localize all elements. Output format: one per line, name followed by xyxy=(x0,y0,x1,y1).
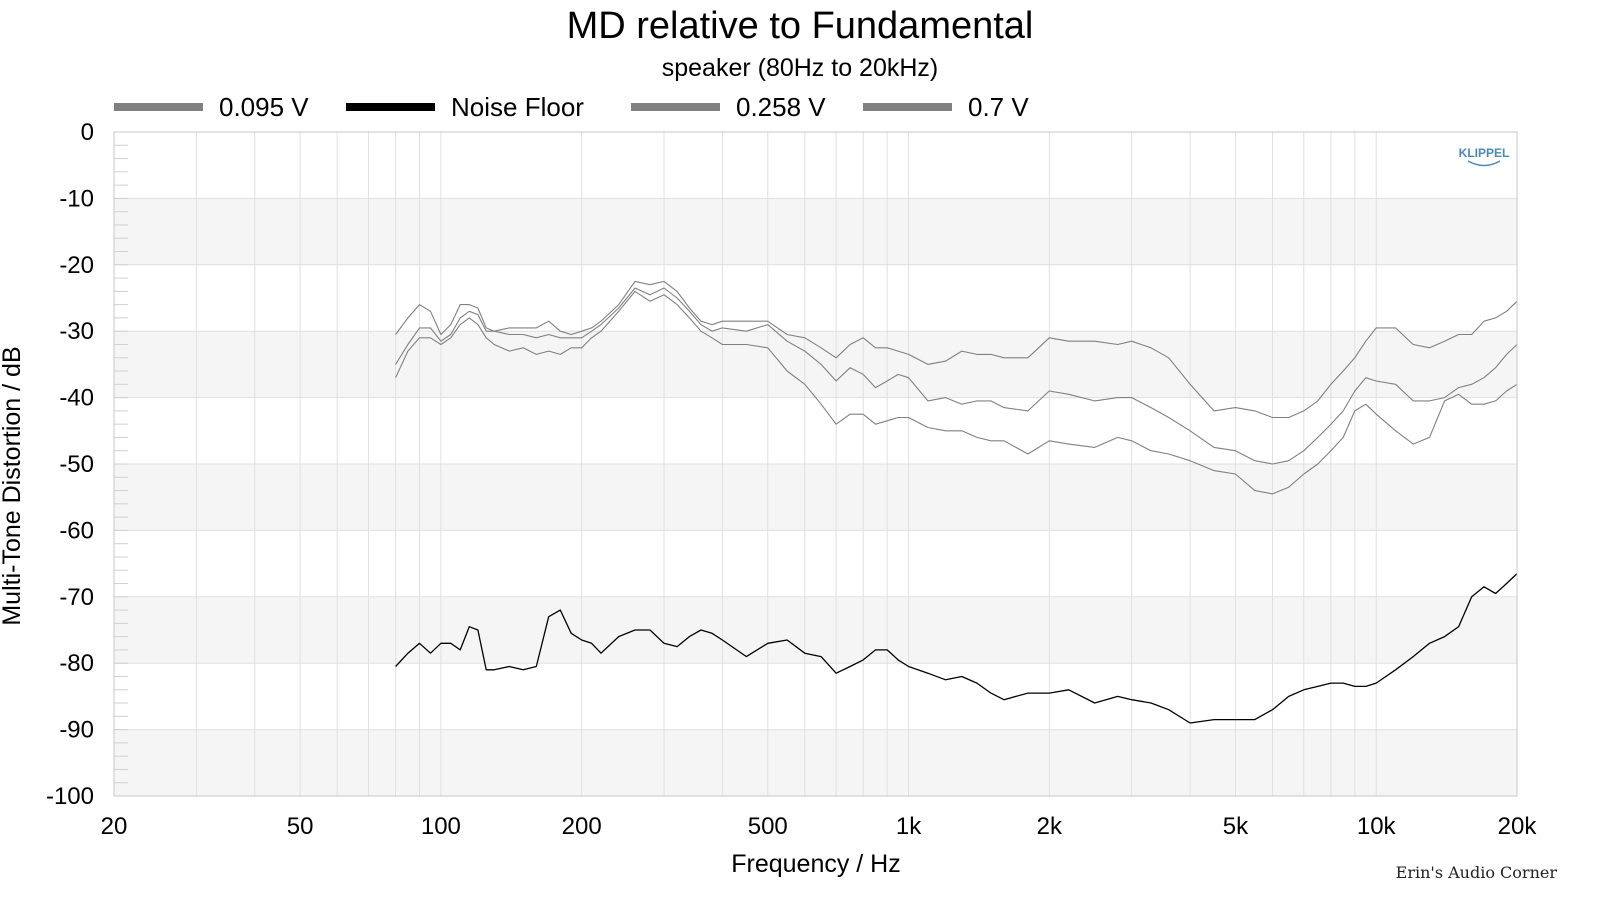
series-line xyxy=(395,287,1518,465)
y-axis-title: Multi-Tone Distortion / dB xyxy=(0,346,26,625)
y-tick-label: -40 xyxy=(59,385,94,412)
y-tick-label: -50 xyxy=(59,451,94,478)
y-tick-label: -30 xyxy=(59,318,94,345)
plot-band xyxy=(114,596,1517,664)
plot-band xyxy=(114,464,1517,531)
series-layer xyxy=(395,280,1518,724)
plot-border xyxy=(113,131,1518,797)
legend-label: Noise Floor xyxy=(451,92,584,122)
legend-label: 0.095 V xyxy=(219,92,309,122)
y-tick-label: -70 xyxy=(59,584,94,611)
x-tick-label: 2k xyxy=(1037,813,1063,840)
plot-band xyxy=(114,198,1517,265)
x-tick-label: 20k xyxy=(1498,813,1538,840)
chart-title: MD relative to Fundamental xyxy=(567,5,1034,47)
y-axis-ticks: 0 -10 -20 -30 -40 -50 -60 -70 -80 -90 -100 xyxy=(46,119,94,810)
chart-subtitle: speaker (80Hz to 20kHz) xyxy=(662,54,939,82)
klippel-logo-swoosh xyxy=(1467,160,1501,167)
plot-band xyxy=(114,729,1517,796)
y-tick-label: -20 xyxy=(59,252,94,279)
y-tick-label: -10 xyxy=(59,185,94,212)
y-tick-label: -100 xyxy=(46,783,94,810)
x-axis-ticks: 20 50 100 200 500 1k 2k 5k 10k 20k xyxy=(101,813,1538,840)
y-tick-label: 0 xyxy=(81,119,94,146)
x-axis-title: Frequency / Hz xyxy=(731,850,901,878)
series-line xyxy=(395,573,1518,724)
klippel-logo-text: KLIPPEL xyxy=(1459,146,1510,160)
x-tick-label: 500 xyxy=(748,813,788,840)
x-tick-label: 5k xyxy=(1223,813,1249,840)
legend: 0.095 V Noise Floor 0.258 V 0.7 V xyxy=(114,92,1029,122)
y-tick-label: -80 xyxy=(59,650,94,677)
legend-label: 0.258 V xyxy=(736,92,826,122)
credit-text: Erin's Audio Corner xyxy=(1396,863,1558,882)
x-tick-label: 10k xyxy=(1357,813,1397,840)
x-tick-label: 100 xyxy=(421,813,461,840)
x-tick-label: 20 xyxy=(101,813,128,840)
y-tick-label: -60 xyxy=(59,517,94,544)
series-line xyxy=(395,280,1518,419)
y-tick-label: -90 xyxy=(59,717,94,744)
klippel-logo: KLIPPEL xyxy=(1459,146,1510,167)
series-line xyxy=(395,290,1518,495)
plot-band xyxy=(114,331,1517,398)
x-tick-label: 1k xyxy=(896,813,922,840)
x-tick-label: 50 xyxy=(287,813,314,840)
x-tick-label: 200 xyxy=(562,813,602,840)
legend-label: 0.7 V xyxy=(968,92,1029,122)
